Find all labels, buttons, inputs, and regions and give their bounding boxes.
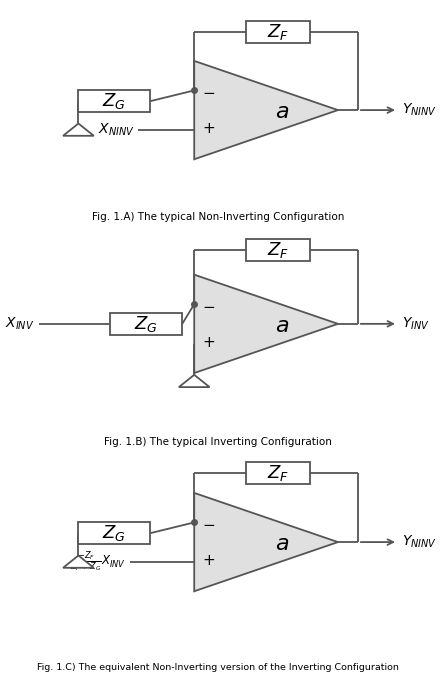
- Bar: [246, 462, 310, 484]
- Text: Fig. 1.A) The typical Non-Inverting Configuration: Fig. 1.A) The typical Non-Inverting Conf…: [92, 213, 344, 223]
- Text: Fig. 1.B) The typical Inverting Configuration: Fig. 1.B) The typical Inverting Configur…: [104, 437, 332, 447]
- Text: $-$: $-$: [202, 84, 215, 99]
- Text: $Z_G$: $Z_G$: [134, 314, 158, 334]
- Polygon shape: [194, 61, 338, 160]
- Text: $+$: $+$: [202, 553, 215, 568]
- Bar: [246, 239, 310, 261]
- Text: $a$: $a$: [275, 315, 289, 337]
- Text: $-$: $-$: [202, 297, 215, 312]
- Text: $\frac{-Z_F}{Z_F+Z_G}X_{INV}$: $\frac{-Z_F}{Z_F+Z_G}X_{INV}$: [70, 549, 126, 574]
- Bar: [110, 312, 182, 335]
- Text: $Y_{NINV}$: $Y_{NINV}$: [402, 102, 437, 118]
- Text: Fig. 1.C) The equivalent Non-Inverting version of the Inverting Configuration: Fig. 1.C) The equivalent Non-Inverting v…: [37, 663, 399, 672]
- Polygon shape: [194, 275, 338, 373]
- Polygon shape: [179, 375, 210, 387]
- Text: $Z_G$: $Z_G$: [103, 523, 126, 543]
- Text: $Z_F$: $Z_F$: [267, 463, 289, 483]
- Text: $+$: $+$: [202, 122, 215, 136]
- Text: $Z_F$: $Z_F$: [267, 240, 289, 260]
- Polygon shape: [194, 493, 338, 591]
- Text: $-$: $-$: [202, 516, 215, 531]
- Text: $Y_{NINV}$: $Y_{NINV}$: [402, 534, 437, 550]
- Text: $X_{NINV}$: $X_{NINV}$: [98, 122, 134, 138]
- Text: $X_{INV}$: $X_{INV}$: [5, 316, 34, 332]
- Text: $+$: $+$: [202, 335, 215, 350]
- Text: $a$: $a$: [275, 101, 289, 124]
- Text: $Z_F$: $Z_F$: [267, 22, 289, 42]
- Bar: [246, 20, 310, 43]
- Text: $a$: $a$: [275, 533, 289, 555]
- Bar: [78, 522, 150, 545]
- Bar: [78, 90, 150, 112]
- Polygon shape: [63, 555, 94, 568]
- Text: $Z_G$: $Z_G$: [103, 91, 126, 111]
- Text: $Y_{INV}$: $Y_{INV}$: [402, 316, 430, 332]
- Polygon shape: [63, 124, 94, 136]
